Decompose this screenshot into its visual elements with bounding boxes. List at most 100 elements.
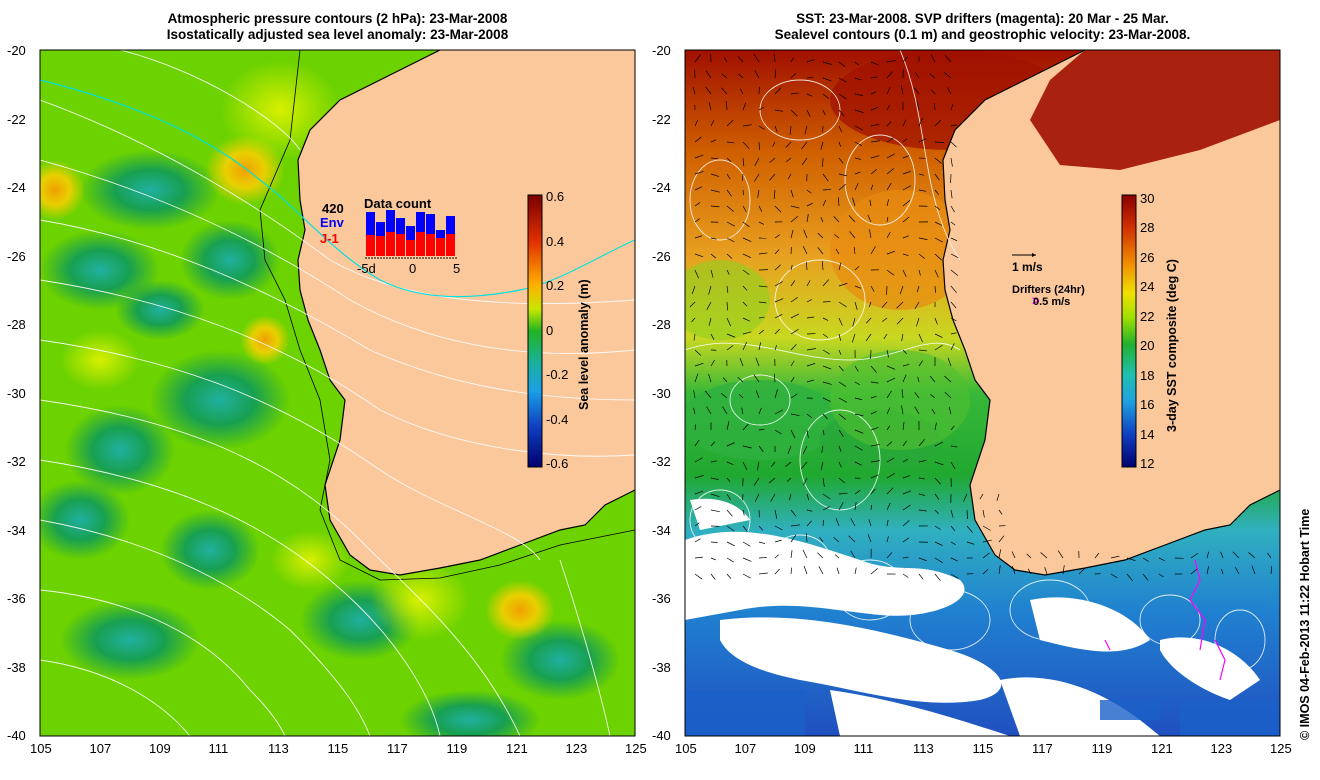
velocity-arrow	[710, 139, 717, 143]
velocity-arrow	[790, 72, 797, 79]
data-count-title: Data count	[364, 196, 432, 211]
velocity-arrow	[710, 509, 720, 513]
velocity-arrow	[916, 317, 920, 327]
velocity-arrow	[934, 477, 941, 485]
right-title-line1: SST: 23-Mar-2008. SVP drifters (magenta)…	[796, 11, 1169, 26]
velocity-arrow	[1221, 568, 1224, 575]
velocity-arrow	[854, 93, 864, 96]
velocity-arrow	[710, 441, 716, 447]
right-map	[685, 50, 1280, 736]
velocity-arrow	[902, 138, 908, 143]
velocity-arrow	[902, 253, 909, 256]
velocity-arrow	[694, 218, 700, 223]
velocity-arrow	[753, 477, 760, 486]
velocity-arrow	[899, 285, 904, 295]
velocity-arrow	[900, 85, 904, 95]
velocity-arrow	[754, 493, 760, 502]
velocity-arrow	[982, 525, 991, 531]
velocity-arrow	[870, 504, 872, 511]
velocity-arrow	[870, 411, 877, 415]
velocity-arrow	[803, 477, 808, 486]
velocity-arrow	[774, 509, 778, 519]
velocity-arrow	[708, 285, 712, 295]
velocity-arrow	[790, 297, 798, 303]
velocity-arrow	[902, 374, 907, 383]
velocity-arrow	[806, 189, 812, 194]
left-land	[298, 50, 635, 575]
velocity-arrow	[838, 461, 842, 468]
velocity-arrow	[870, 460, 880, 463]
velocity-arrow	[694, 424, 696, 431]
right-y-tick-2: -24	[652, 180, 671, 195]
velocity-arrow	[1078, 568, 1086, 575]
velocity-arrow	[918, 477, 925, 480]
velocity-arrow	[918, 237, 928, 240]
velocity-arrow	[833, 216, 840, 223]
velocity-arrow	[838, 413, 847, 420]
velocity-arrow	[726, 573, 732, 579]
left-title-line1: Atmospheric pressure contours (2 hPa): 2…	[167, 11, 508, 26]
velocity-arrow	[694, 186, 703, 191]
velocity-arrow	[914, 301, 920, 309]
velocity-arrow	[929, 73, 936, 79]
velocity-arrow	[785, 141, 792, 148]
velocity-arrow	[806, 109, 811, 117]
right-x-tick-7: 119	[1091, 741, 1113, 756]
velocity-arrow	[790, 550, 793, 559]
velocity-arrow	[950, 157, 953, 167]
velocity-arrow	[918, 459, 927, 463]
velocity-arrow	[790, 92, 800, 95]
left-x-tick-5: 115	[327, 741, 349, 756]
velocity-arrow	[1057, 550, 1064, 559]
velocity-arrow	[755, 357, 760, 367]
velocity-arrow	[738, 393, 744, 399]
velocity-arrow	[950, 141, 957, 148]
left-colorbar-tick-5: -0.4	[546, 411, 569, 427]
velocity-arrow	[948, 406, 952, 415]
velocity-arrow	[726, 237, 735, 243]
histogram-j1-bar	[436, 238, 445, 256]
velocity-arrow	[838, 93, 847, 100]
velocity-arrow	[821, 261, 824, 271]
velocity-arrow	[693, 390, 696, 399]
velocity-arrow	[930, 393, 936, 399]
velocity-arrow	[1011, 551, 1016, 559]
velocity-arrow	[742, 102, 747, 111]
velocity-arrow	[838, 141, 842, 147]
velocity-arrow	[934, 541, 943, 546]
left-x-tick-1: 107	[89, 741, 112, 756]
velocity-arrow	[918, 349, 928, 352]
velocity-arrow	[694, 538, 701, 543]
velocity-arrow	[774, 249, 780, 255]
velocity-arrow	[806, 413, 813, 419]
velocity-arrow	[726, 421, 730, 431]
data-count-value: 420	[322, 201, 344, 216]
velocity-arrow	[705, 86, 712, 95]
velocity-arrow	[934, 557, 943, 563]
velocity-arrow	[944, 54, 952, 63]
velocity-arrow	[788, 493, 792, 501]
velocity-arrow	[694, 54, 701, 63]
velocity-arrow	[870, 444, 880, 447]
right-colorbar-tick-1: 28	[1140, 220, 1155, 236]
velocity-arrow	[934, 221, 943, 226]
velocity-arrow	[838, 173, 848, 177]
velocity-arrow	[774, 429, 782, 435]
velocity-arrow	[726, 119, 734, 127]
right-x-tick-8: 121	[1151, 741, 1173, 756]
velocity-arrow	[806, 76, 814, 79]
velocity-arrow	[789, 125, 792, 135]
velocity-arrow	[886, 104, 891, 111]
velocity-arrow	[950, 104, 954, 111]
velocity-arrow	[950, 425, 955, 431]
velocity-arrow	[754, 173, 760, 182]
left-colorbar-label: Sea level anomaly (m)	[577, 279, 591, 410]
velocity-arrow	[915, 72, 920, 79]
velocity-arrow	[726, 157, 732, 163]
velocity-arrow	[854, 157, 862, 160]
velocity-arrow	[867, 214, 872, 223]
velocity-arrow	[817, 247, 824, 255]
velocity-arrow	[724, 57, 728, 63]
velocity-arrow	[886, 519, 889, 527]
velocity-arrow	[947, 357, 952, 367]
